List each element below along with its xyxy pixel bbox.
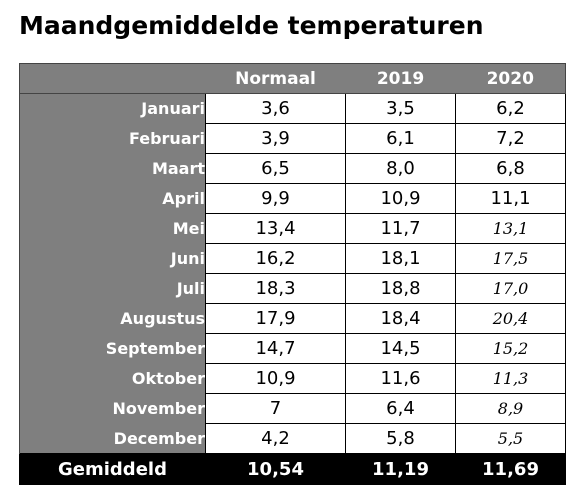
month-label: Augustus [19, 303, 206, 334]
average-2020: 11,69 [455, 453, 566, 485]
value-2020: 5,5 [455, 423, 566, 454]
month-label: Juli [19, 273, 206, 304]
value-2020: 17,0 [455, 273, 566, 304]
month-label: September [19, 333, 206, 364]
value-2020: 15,2 [455, 333, 566, 364]
average-normaal: 10,54 [205, 453, 346, 485]
value-2020: 13,1 [455, 213, 566, 244]
value-2019: 3,5 [345, 93, 456, 124]
value-2019: 14,5 [345, 333, 456, 364]
normaal-value: 17,9 [205, 303, 346, 334]
value-2020: 11,3 [455, 363, 566, 394]
normaal-value: 9,9 [205, 183, 346, 214]
temperature-table: Normaal 2019 2020 Januari 3,6 3,5 6,2 Fe… [19, 63, 566, 485]
column-header-2019: 2019 [345, 63, 456, 94]
value-2019: 5,8 [345, 423, 456, 454]
value-2020: 6,8 [455, 153, 566, 184]
value-2020: 8,9 [455, 393, 566, 424]
average-label: Gemiddeld [19, 453, 206, 485]
table-row: Juni 16,2 18,1 17,5 [19, 243, 566, 274]
value-2019: 8,0 [345, 153, 456, 184]
normaal-value: 6,5 [205, 153, 346, 184]
normaal-value: 14,7 [205, 333, 346, 364]
month-label: Maart [19, 153, 206, 184]
table-row: Februari 3,9 6,1 7,2 [19, 123, 566, 154]
normaal-value: 3,9 [205, 123, 346, 154]
month-label: Mei [19, 213, 206, 244]
table-row: Mei 13,4 11,7 13,1 [19, 213, 566, 244]
column-header-2020: 2020 [455, 63, 566, 94]
normaal-value: 13,4 [205, 213, 346, 244]
value-2019: 18,8 [345, 273, 456, 304]
month-label: November [19, 393, 206, 424]
value-2020: 11,1 [455, 183, 566, 214]
month-label: Februari [19, 123, 206, 154]
value-2019: 11,7 [345, 213, 456, 244]
page-title: Maandgemiddelde temperaturen [19, 11, 484, 40]
month-label: Januari [19, 93, 206, 124]
value-2020: 17,5 [455, 243, 566, 274]
column-header-normaal: Normaal [205, 63, 346, 94]
table-row: Juli 18,3 18,8 17,0 [19, 273, 566, 304]
normaal-value: 4,2 [205, 423, 346, 454]
value-2020: 6,2 [455, 93, 566, 124]
average-row: Gemiddeld 10,54 11,19 11,69 [19, 453, 566, 485]
table-row: November 7 6,4 8,9 [19, 393, 566, 424]
average-2019: 11,19 [345, 453, 456, 485]
value-2019: 18,4 [345, 303, 456, 334]
value-2019: 6,4 [345, 393, 456, 424]
value-2020: 20,4 [455, 303, 566, 334]
table-row: September 14,7 14,5 15,2 [19, 333, 566, 364]
header-corner-cell [19, 63, 206, 94]
table-row: April 9,9 10,9 11,1 [19, 183, 566, 214]
month-label: April [19, 183, 206, 214]
value-2020: 7,2 [455, 123, 566, 154]
value-2019: 10,9 [345, 183, 456, 214]
table-row: Oktober 10,9 11,6 11,3 [19, 363, 566, 394]
table-row: December 4,2 5,8 5,5 [19, 423, 566, 454]
table-body: Januari 3,6 3,5 6,2 Februari 3,9 6,1 7,2… [19, 93, 566, 454]
table-header-row: Normaal 2019 2020 [19, 63, 566, 94]
value-2019: 18,1 [345, 243, 456, 274]
month-label: December [19, 423, 206, 454]
normaal-value: 16,2 [205, 243, 346, 274]
normaal-value: 3,6 [205, 93, 346, 124]
month-label: Juni [19, 243, 206, 274]
normaal-value: 18,3 [205, 273, 346, 304]
normaal-value: 7 [205, 393, 346, 424]
month-label: Oktober [19, 363, 206, 394]
table-row: Maart 6,5 8,0 6,8 [19, 153, 566, 184]
value-2019: 6,1 [345, 123, 456, 154]
table-row: Augustus 17,9 18,4 20,4 [19, 303, 566, 334]
normaal-value: 10,9 [205, 363, 346, 394]
table-row: Januari 3,6 3,5 6,2 [19, 93, 566, 124]
value-2019: 11,6 [345, 363, 456, 394]
